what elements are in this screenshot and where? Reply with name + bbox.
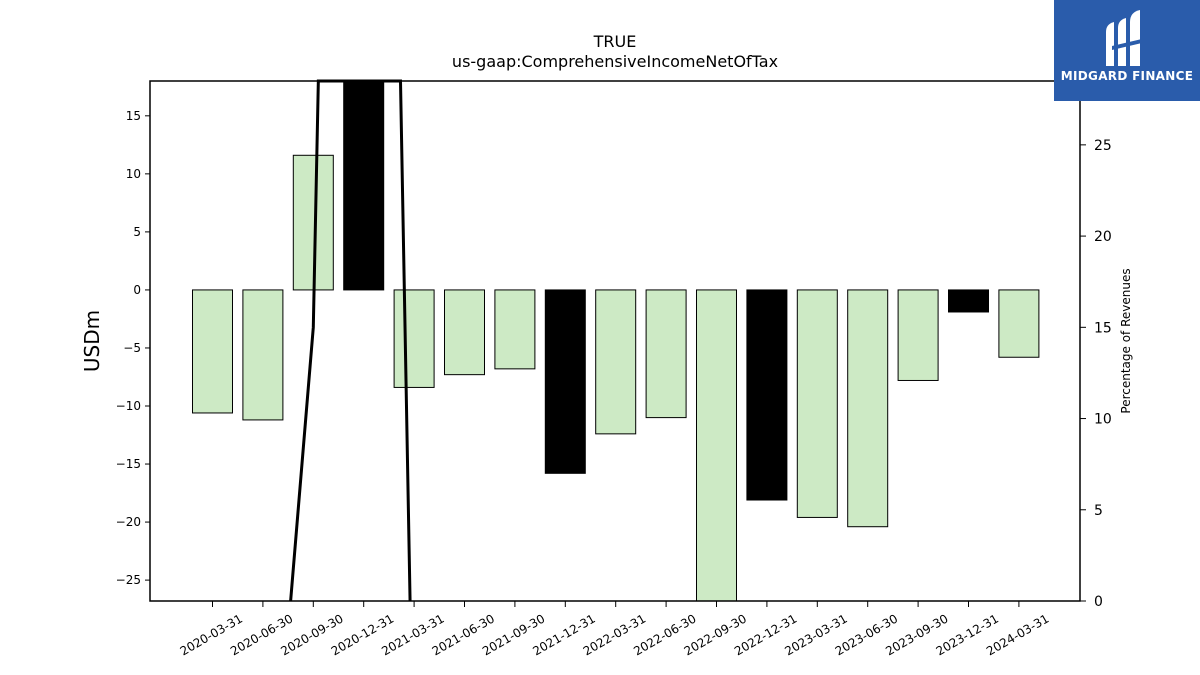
midgard-logo-icon <box>1106 10 1146 66</box>
y2-axis-label: Percentage of Revenues <box>1119 268 1133 413</box>
y-tick-label: −20 <box>116 515 141 529</box>
y-tick-label: 5 <box>133 225 141 239</box>
bar-2022-03-31 <box>595 289 637 435</box>
bar-2021-09-30 <box>494 289 536 370</box>
bar-2022-06-30 <box>645 289 687 419</box>
bar-2023-09-30 <box>897 289 939 381</box>
y2-tick-label: 10 <box>1094 412 1112 428</box>
y2-tick-label: 5 <box>1094 503 1103 519</box>
plot-frame <box>149 80 1081 602</box>
bars-group <box>192 80 1040 602</box>
bar-2020-12-31 <box>343 80 385 291</box>
y-tick-label: −10 <box>116 399 141 413</box>
y2-tick-label: 0 <box>1094 594 1103 610</box>
y-tick-label: 15 <box>126 109 141 123</box>
bar-2023-03-31 <box>796 289 838 518</box>
y-tick-label: 10 <box>126 167 141 181</box>
y2-tick-label: 15 <box>1094 320 1112 336</box>
bar-2022-12-31 <box>746 289 788 501</box>
y2-tick-label: 20 <box>1094 229 1112 245</box>
bar-2024-03-31 <box>998 289 1040 358</box>
y-tick-label: −5 <box>123 341 141 355</box>
y-axis-label: USDm <box>80 310 104 372</box>
y2-tick-label: 25 <box>1094 138 1112 154</box>
chart-subtitle: us-gaap:ComprehensiveIncomeNetOfTax <box>451 52 779 71</box>
bar-2021-03-31 <box>393 289 435 388</box>
y-tick-label: 0 <box>133 283 141 297</box>
x-axis-ticks: 2020-03-312020-06-302020-09-302020-12-31… <box>178 601 1051 658</box>
bar-2020-03-31 <box>192 289 233 414</box>
bar-2021-12-31 <box>544 289 586 474</box>
bar-2022-09-30 <box>696 289 737 602</box>
midgard-finance-logo: MIDGARD FINANCE <box>1054 0 1200 101</box>
bar-2020-06-30 <box>242 289 284 421</box>
bar-2021-06-30 <box>444 289 485 376</box>
left-axis-ticks: −25 −20 −15 −10 −5 0 5 10 15 <box>116 109 150 587</box>
right-axis-ticks: 0 5 10 15 20 25 <box>1080 138 1112 610</box>
bar-2023-06-30 <box>847 289 889 528</box>
y-tick-label: −15 <box>116 457 141 471</box>
logo-text: MIDGARD FINANCE <box>1060 69 1194 83</box>
y-tick-label: −25 <box>116 573 141 587</box>
bar-2023-12-31 <box>948 289 989 313</box>
chart-title: TRUE <box>593 32 637 51</box>
